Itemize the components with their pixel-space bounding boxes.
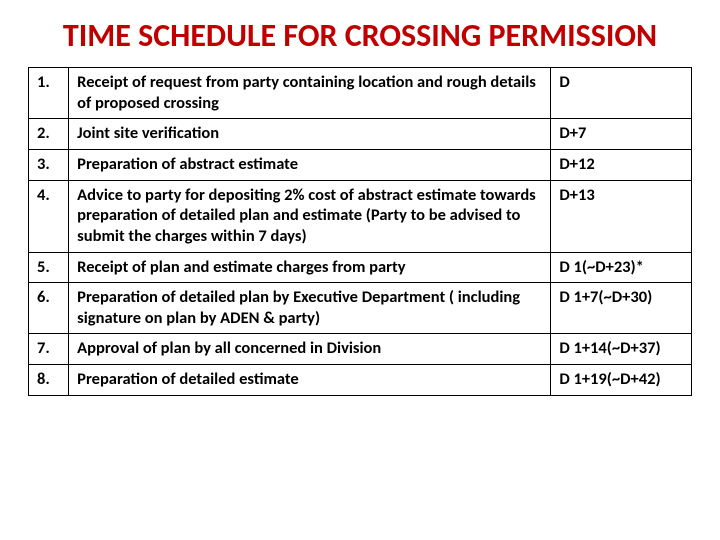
table-row: 6. Preparation of detailed plan by Execu… bbox=[29, 283, 692, 334]
row-number: 7. bbox=[29, 334, 69, 365]
row-description: Receipt of request from party containing… bbox=[69, 68, 551, 119]
row-number: 6. bbox=[29, 283, 69, 334]
table-row: 4. Advice to party for depositing 2% cos… bbox=[29, 180, 692, 252]
row-timeline: D bbox=[551, 68, 692, 119]
table-row: 8. Preparation of detailed estimate D 1+… bbox=[29, 365, 692, 396]
page-title: TIME SCHEDULE FOR CROSSING PERMISSION bbox=[28, 18, 692, 53]
row-description: Preparation of detailed plan by Executiv… bbox=[69, 283, 551, 334]
table-row: 7. Approval of plan by all concerned in … bbox=[29, 334, 692, 365]
row-timeline: D+13 bbox=[551, 180, 692, 252]
row-number: 1. bbox=[29, 68, 69, 119]
row-description: Approval of plan by all concerned in Div… bbox=[69, 334, 551, 365]
row-number: 8. bbox=[29, 365, 69, 396]
table-row: 3. Preparation of abstract estimate D+12 bbox=[29, 150, 692, 181]
row-timeline: D 1(~D+23)* bbox=[551, 252, 692, 283]
row-number: 2. bbox=[29, 119, 69, 150]
row-timeline: D 1+19(~D+42) bbox=[551, 365, 692, 396]
schedule-table: 1. Receipt of request from party contain… bbox=[28, 67, 692, 396]
row-description: Preparation of abstract estimate bbox=[69, 150, 551, 181]
row-timeline: D 1+14(~D+37) bbox=[551, 334, 692, 365]
row-number: 4. bbox=[29, 180, 69, 252]
row-number: 3. bbox=[29, 150, 69, 181]
row-timeline: D+7 bbox=[551, 119, 692, 150]
row-description: Advice to party for depositing 2% cost o… bbox=[69, 180, 551, 252]
table-row: 2. Joint site verification D+7 bbox=[29, 119, 692, 150]
table-row: 5. Receipt of plan and estimate charges … bbox=[29, 252, 692, 283]
row-timeline: D+12 bbox=[551, 150, 692, 181]
row-timeline: D 1+7(~D+30) bbox=[551, 283, 692, 334]
row-description: Joint site verification bbox=[69, 119, 551, 150]
row-description: Preparation of detailed estimate bbox=[69, 365, 551, 396]
table-row: 1. Receipt of request from party contain… bbox=[29, 68, 692, 119]
row-description: Receipt of plan and estimate charges fro… bbox=[69, 252, 551, 283]
row-number: 5. bbox=[29, 252, 69, 283]
